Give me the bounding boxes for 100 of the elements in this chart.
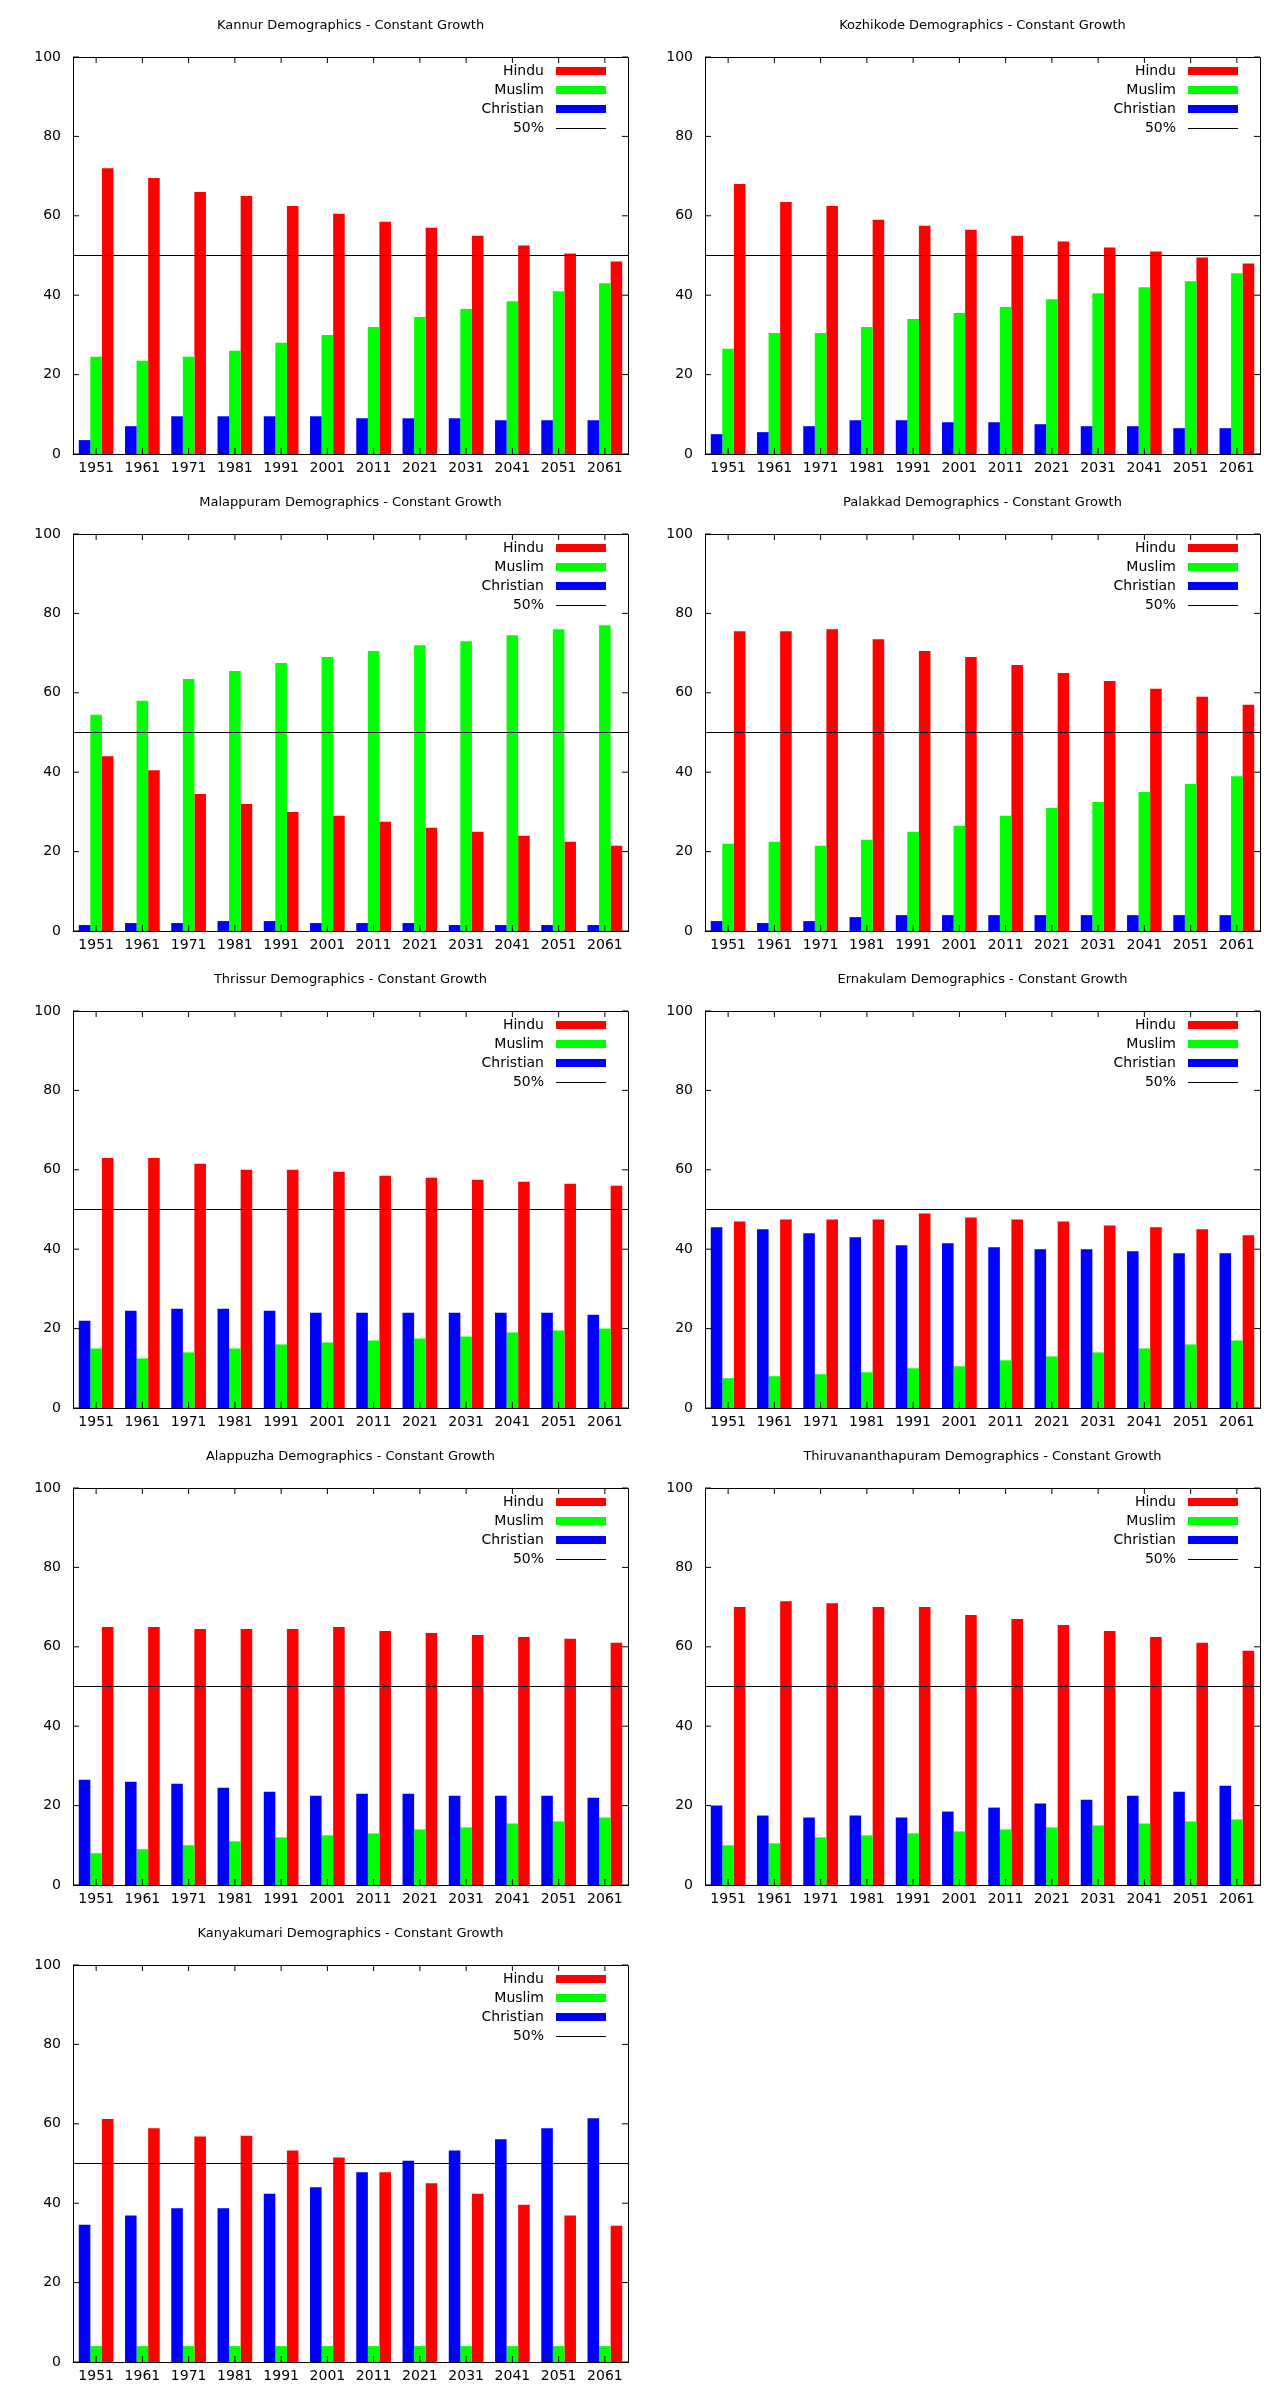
bar xyxy=(610,1185,623,1408)
bar xyxy=(194,1628,206,1885)
bar xyxy=(965,1615,977,1885)
x-tick-label: 2021 xyxy=(1034,459,1070,476)
y-tick-label: 60 xyxy=(43,206,61,223)
bar xyxy=(90,1853,102,1885)
x-tick-label: 1981 xyxy=(849,1890,885,1907)
y-tick-label: 40 xyxy=(43,285,61,302)
y-tick-label: 20 xyxy=(675,1796,693,1813)
bar xyxy=(1242,263,1255,454)
x-tick-label: 2021 xyxy=(1034,1413,1070,1430)
bar xyxy=(460,2346,472,2362)
bar xyxy=(861,1835,873,1885)
x-tick-label: 2051 xyxy=(540,1413,577,1430)
bar xyxy=(136,1849,149,1885)
bar xyxy=(471,2193,484,2362)
bar xyxy=(367,651,380,931)
bar xyxy=(757,923,769,931)
bar xyxy=(495,2139,507,2362)
bar xyxy=(541,1312,553,1408)
x-tick-label: 2001 xyxy=(941,1413,978,1430)
bar xyxy=(310,923,322,931)
bar xyxy=(275,2346,287,2362)
bar xyxy=(861,1372,873,1408)
y-tick-label: 20 xyxy=(675,1319,693,1336)
bar xyxy=(263,1310,276,1408)
bar xyxy=(125,1781,137,1885)
bar xyxy=(1034,1249,1047,1408)
y-tick-label: 100 xyxy=(34,47,61,64)
bar xyxy=(1103,680,1116,931)
y-tick-label: 60 xyxy=(43,1160,61,1177)
x-tick-label: 1951 xyxy=(710,459,746,476)
bar xyxy=(194,794,206,931)
x-tick-label: 1981 xyxy=(849,936,885,953)
bar xyxy=(918,1607,931,1885)
bar xyxy=(448,925,461,931)
bar xyxy=(136,700,149,931)
bar xyxy=(263,1791,276,1885)
x-tick-label: 1981 xyxy=(217,1413,253,1430)
bar xyxy=(448,1795,461,1885)
bar xyxy=(1219,428,1232,454)
x-tick-label: 2021 xyxy=(402,1413,438,1430)
legend-label: Muslim xyxy=(1126,1511,1176,1528)
bar xyxy=(918,1213,931,1408)
bar xyxy=(495,420,507,454)
x-tick-label: 2041 xyxy=(1126,1413,1163,1430)
bar xyxy=(182,1352,195,1408)
bar xyxy=(564,1638,576,1885)
bar xyxy=(1150,1227,1162,1408)
bar xyxy=(425,827,438,931)
bar xyxy=(90,356,102,454)
x-tick-label: 1991 xyxy=(895,936,931,953)
y-tick-label: 100 xyxy=(666,47,693,64)
bar xyxy=(1138,287,1151,454)
bar xyxy=(768,1843,781,1885)
bar xyxy=(263,921,276,931)
x-tick-label: 2051 xyxy=(1172,936,1209,953)
bar xyxy=(552,291,565,454)
bar xyxy=(722,1378,734,1408)
x-tick-label: 2061 xyxy=(1219,459,1255,476)
x-tick-label: 2051 xyxy=(540,936,577,953)
bar xyxy=(448,2150,461,2362)
y-tick-label: 60 xyxy=(675,1637,693,1654)
bar xyxy=(1150,1636,1162,1885)
bar xyxy=(710,1227,723,1408)
bar xyxy=(1103,1225,1116,1408)
bar xyxy=(803,1233,815,1408)
bar xyxy=(148,2128,160,2362)
bar xyxy=(564,1183,576,1408)
x-tick-label: 2021 xyxy=(1034,936,1070,953)
x-tick-label: 1961 xyxy=(756,459,793,476)
bar xyxy=(101,756,114,931)
bar xyxy=(229,2346,241,2362)
x-tick-label: 2061 xyxy=(1219,936,1255,953)
bar xyxy=(379,221,391,454)
bar xyxy=(710,434,723,454)
bar xyxy=(965,1217,977,1408)
bar xyxy=(286,811,299,931)
y-tick-label: 60 xyxy=(675,206,693,223)
bar xyxy=(610,2225,623,2362)
bar xyxy=(587,2118,600,2362)
legend-label: Hindu xyxy=(502,61,544,78)
x-tick-label: 1961 xyxy=(756,936,793,953)
y-tick-label: 80 xyxy=(43,2035,61,2052)
bar xyxy=(988,1807,1000,1885)
bar xyxy=(918,651,931,931)
chart-title: Malappuram Demographics - Constant Growth xyxy=(199,494,502,510)
bar xyxy=(872,1607,885,1885)
bar xyxy=(321,657,334,931)
bar xyxy=(942,422,954,454)
y-tick-label: 60 xyxy=(675,1160,693,1177)
x-tick-label: 1981 xyxy=(217,459,253,476)
x-tick-label: 1991 xyxy=(263,1890,299,1907)
legend-label: Christian xyxy=(481,99,544,116)
bar xyxy=(722,1845,734,1885)
legend-label: Hindu xyxy=(1134,538,1176,555)
bar xyxy=(425,227,438,454)
bar xyxy=(310,1795,322,1885)
x-tick-label: 2031 xyxy=(448,2367,484,2384)
bar xyxy=(895,1245,908,1408)
